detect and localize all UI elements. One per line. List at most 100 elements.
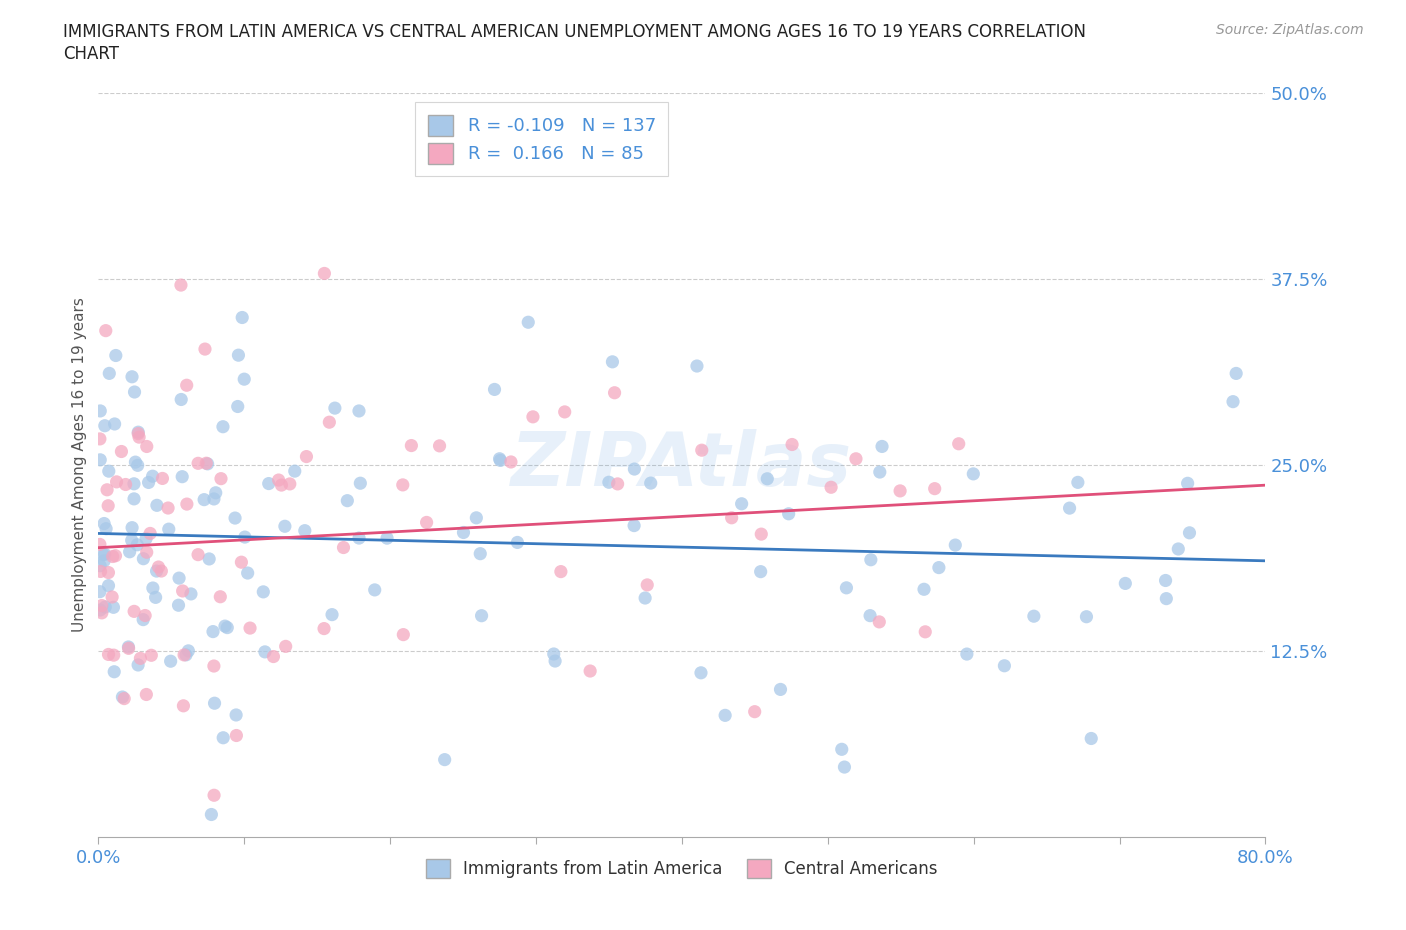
- Point: [270, 478, 292, 493]
- Point: [869, 465, 891, 480]
- Point: [187, 456, 209, 471]
- Point: [124, 385, 146, 400]
- Point: [820, 480, 842, 495]
- Point: [598, 475, 620, 490]
- Point: [122, 491, 145, 506]
- Point: [117, 640, 139, 655]
- Point: [177, 644, 200, 658]
- Point: [749, 526, 772, 541]
- Point: [127, 658, 149, 672]
- Point: [924, 481, 946, 496]
- Point: [209, 472, 232, 486]
- Point: [714, 708, 737, 723]
- Point: [134, 608, 156, 623]
- Point: [128, 430, 150, 445]
- Point: [506, 535, 529, 550]
- Point: [93, 553, 115, 568]
- Text: IMMIGRANTS FROM LATIN AMERICA VS CENTRAL AMERICAN UNEMPLOYMENT AMONG AGES 16 TO : IMMIGRANTS FROM LATIN AMERICA VS CENTRAL…: [63, 23, 1087, 41]
- Point: [97, 578, 120, 593]
- Point: [104, 549, 127, 564]
- Point: [1067, 475, 1090, 490]
- Point: [756, 472, 779, 486]
- Point: [274, 639, 297, 654]
- Point: [780, 437, 803, 452]
- Point: [101, 590, 124, 604]
- Point: [471, 608, 494, 623]
- Point: [94, 324, 117, 339]
- Point: [236, 565, 259, 580]
- Point: [278, 476, 301, 491]
- Point: [749, 565, 772, 579]
- Point: [193, 492, 215, 507]
- Point: [465, 511, 488, 525]
- Point: [228, 348, 250, 363]
- Point: [253, 644, 276, 659]
- Point: [135, 439, 157, 454]
- Point: [198, 551, 221, 566]
- Point: [197, 457, 219, 472]
- Point: [127, 426, 149, 441]
- Point: [720, 511, 742, 525]
- Text: CHART: CHART: [63, 45, 120, 62]
- Point: [103, 664, 125, 679]
- Point: [98, 365, 121, 380]
- Point: [522, 409, 544, 424]
- Point: [321, 607, 343, 622]
- Point: [201, 624, 224, 639]
- Point: [159, 654, 181, 669]
- Point: [233, 372, 256, 387]
- Point: [224, 511, 246, 525]
- Point: [112, 691, 135, 706]
- Point: [97, 464, 120, 479]
- Point: [90, 605, 112, 620]
- Point: [453, 525, 475, 540]
- Point: [127, 538, 149, 552]
- Point: [157, 500, 180, 515]
- Point: [142, 469, 165, 484]
- Point: [364, 582, 387, 597]
- Point: [204, 696, 226, 711]
- Point: [176, 497, 198, 512]
- Point: [138, 475, 160, 490]
- Point: [544, 654, 567, 669]
- Point: [336, 493, 359, 508]
- Point: [294, 524, 316, 538]
- Point: [89, 404, 111, 418]
- Point: [94, 521, 117, 536]
- Point: [94, 600, 117, 615]
- Point: [778, 506, 800, 521]
- Point: [429, 438, 451, 453]
- Point: [226, 399, 249, 414]
- Point: [579, 664, 602, 679]
- Point: [167, 571, 190, 586]
- Point: [89, 603, 111, 618]
- Point: [1076, 609, 1098, 624]
- Point: [121, 369, 143, 384]
- Point: [1222, 394, 1244, 409]
- Point: [97, 647, 120, 662]
- Point: [831, 742, 853, 757]
- Point: [103, 600, 125, 615]
- Point: [225, 708, 247, 723]
- Point: [105, 474, 128, 489]
- Point: [314, 266, 336, 281]
- Point: [176, 378, 198, 392]
- Point: [347, 531, 370, 546]
- Point: [172, 583, 194, 598]
- Point: [392, 627, 415, 642]
- Point: [129, 651, 152, 666]
- Point: [121, 520, 143, 535]
- Point: [948, 436, 970, 451]
- Point: [730, 497, 752, 512]
- Point: [209, 590, 232, 604]
- Point: [332, 540, 354, 555]
- Point: [1225, 366, 1247, 381]
- Point: [157, 522, 180, 537]
- Point: [845, 451, 868, 466]
- Point: [606, 476, 628, 491]
- Point: [239, 620, 262, 635]
- Point: [146, 498, 169, 512]
- Point: [993, 658, 1015, 673]
- Point: [943, 538, 966, 552]
- Point: [122, 476, 145, 491]
